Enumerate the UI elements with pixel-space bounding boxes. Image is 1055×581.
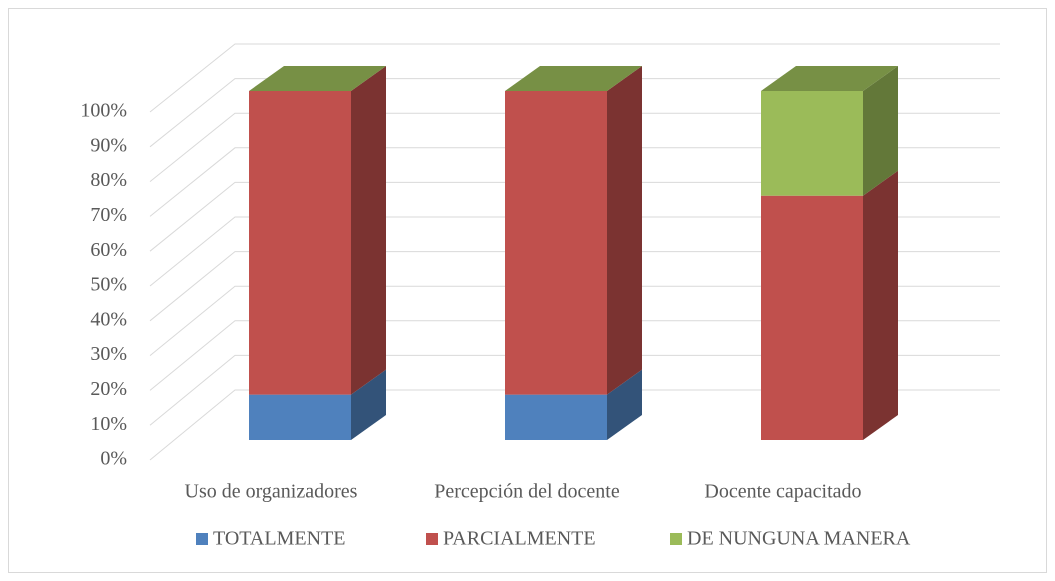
bar-side <box>863 170 898 440</box>
bar-top <box>761 66 898 91</box>
y-tick-label: 30% <box>90 343 127 365</box>
bar-segment <box>761 91 863 196</box>
legend-label: DE NUNGUNA MANERA <box>687 528 911 550</box>
y-tick-label: 10% <box>90 413 127 435</box>
y-tick-label: 0% <box>100 448 127 470</box>
y-tick-label: 50% <box>90 274 127 296</box>
grid-line <box>149 181 1000 252</box>
y-tick-label: 90% <box>90 134 127 156</box>
y-tick-label: 40% <box>90 308 127 330</box>
bar-side <box>607 66 642 395</box>
x-tick-label: Percepción del docente <box>434 481 620 503</box>
grid-line <box>149 389 1000 461</box>
bar-side <box>351 66 386 395</box>
bar-top <box>505 66 642 91</box>
bar-side <box>863 66 898 196</box>
y-tick-label: 20% <box>90 378 127 400</box>
grid-line <box>149 112 1000 182</box>
bar-segment <box>505 394 607 440</box>
y-tick-label: 80% <box>90 169 127 191</box>
bar-segment <box>249 394 351 440</box>
y-tick-label: 60% <box>90 239 127 261</box>
grid-line <box>149 43 1000 113</box>
x-tick-label: Uso de organizadores <box>185 481 358 503</box>
bar-segment <box>761 195 863 440</box>
bar-side <box>607 369 642 440</box>
legend-label: TOTALMENTE <box>213 528 345 550</box>
bar-segment <box>505 91 607 395</box>
grid-line <box>149 354 1000 426</box>
legend-swatch <box>426 533 438 545</box>
grid-line <box>149 216 1000 287</box>
bar-top <box>249 66 386 91</box>
bar-segment <box>249 91 351 395</box>
grid-line <box>149 320 1000 391</box>
legend-label: PARCIALMENTE <box>443 528 596 550</box>
grid-line <box>149 251 1000 322</box>
grid-line <box>149 147 1000 217</box>
y-tick-label: 100% <box>80 100 127 122</box>
y-tick-label: 70% <box>90 204 127 226</box>
x-tick-label: Docente capacitado <box>704 481 861 503</box>
grid-line <box>149 78 1000 148</box>
legend-swatch <box>670 533 682 545</box>
legend-swatch <box>196 533 208 545</box>
bar-side <box>351 369 386 440</box>
grid-line <box>149 285 1000 356</box>
